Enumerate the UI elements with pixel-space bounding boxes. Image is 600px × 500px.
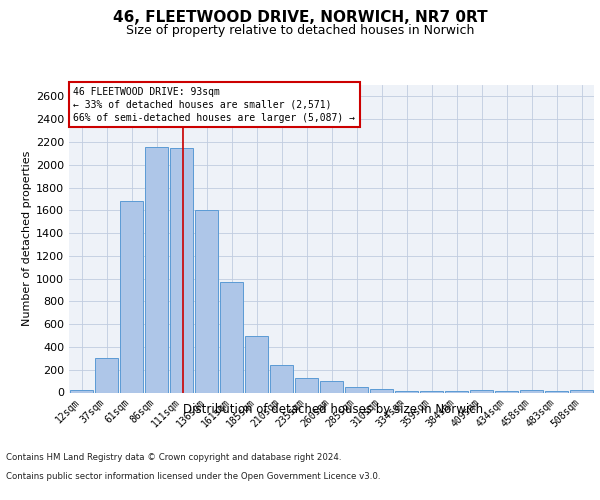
Bar [545,391,568,392]
Bar [220,282,244,393]
Text: 46 FLEETWOOD DRIVE: 93sqm
← 33% of detached houses are smaller (2,571)
66% of se: 46 FLEETWOOD DRIVE: 93sqm ← 33% of detac… [73,86,355,123]
Bar [320,381,343,392]
Bar [520,390,544,392]
Bar [145,146,169,392]
Bar [269,364,293,392]
Bar [370,389,394,392]
Bar [470,390,493,392]
Text: 46, FLEETWOOD DRIVE, NORWICH, NR7 0RT: 46, FLEETWOOD DRIVE, NORWICH, NR7 0RT [113,10,487,25]
Bar [119,201,143,392]
Bar [245,336,268,392]
Text: Size of property relative to detached houses in Norwich: Size of property relative to detached ho… [126,24,474,37]
Bar [295,378,319,392]
Bar [70,390,94,392]
Bar [194,210,218,392]
Bar [95,358,118,392]
Text: Distribution of detached houses by size in Norwich: Distribution of detached houses by size … [183,402,483,415]
Bar [395,391,418,392]
Bar [419,391,443,392]
Text: Contains HM Land Registry data © Crown copyright and database right 2024.: Contains HM Land Registry data © Crown c… [6,454,341,462]
Y-axis label: Number of detached properties: Number of detached properties [22,151,32,326]
Bar [170,148,193,392]
Text: Contains public sector information licensed under the Open Government Licence v3: Contains public sector information licen… [6,472,380,481]
Bar [344,387,368,392]
Bar [569,390,593,392]
